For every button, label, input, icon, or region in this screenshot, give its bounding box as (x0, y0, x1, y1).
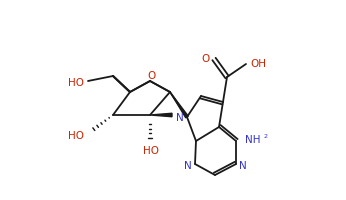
Text: OH: OH (250, 59, 266, 69)
Text: O: O (148, 71, 156, 81)
Polygon shape (150, 114, 172, 117)
Text: $_2$: $_2$ (263, 132, 269, 141)
Text: HO: HO (68, 78, 84, 88)
Text: N: N (239, 160, 247, 170)
Text: N: N (176, 112, 184, 122)
Text: N: N (184, 160, 192, 170)
Text: HO: HO (68, 130, 84, 140)
Polygon shape (170, 93, 188, 118)
Text: O: O (202, 54, 210, 64)
Text: NH: NH (245, 134, 261, 144)
Text: HO: HO (143, 145, 159, 155)
